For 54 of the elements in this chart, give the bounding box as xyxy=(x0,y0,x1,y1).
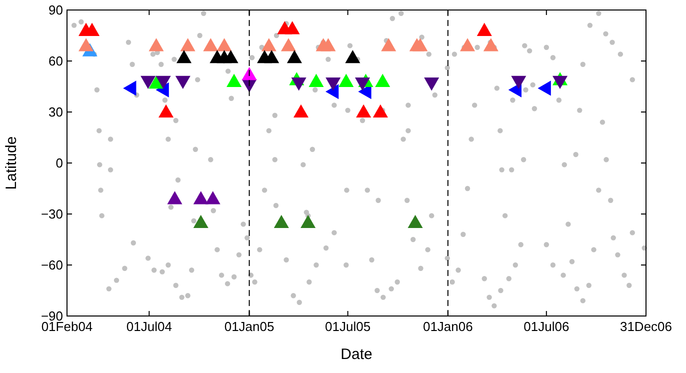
point xyxy=(176,50,192,64)
point xyxy=(78,38,94,52)
point xyxy=(148,76,164,89)
point xyxy=(206,191,220,204)
point xyxy=(356,104,371,118)
point xyxy=(242,67,257,80)
point xyxy=(148,38,164,52)
point xyxy=(262,38,276,52)
x-tick-label: 01Jul05 xyxy=(325,319,371,334)
point xyxy=(538,80,551,96)
x-tick-label: 01Jul06 xyxy=(524,319,570,334)
point xyxy=(460,38,475,52)
point xyxy=(194,215,208,228)
y-tick-label: −60 xyxy=(40,258,63,272)
point xyxy=(274,215,289,228)
point xyxy=(284,21,300,34)
point xyxy=(287,50,302,64)
point xyxy=(300,215,316,228)
y-tick-label: −30 xyxy=(40,206,63,222)
point xyxy=(412,38,428,52)
point xyxy=(264,50,279,64)
x-tick-label: 01Jan05 xyxy=(224,319,274,334)
y-axis-title: Latitude xyxy=(3,136,20,190)
point xyxy=(375,74,390,87)
point xyxy=(408,215,423,228)
point xyxy=(180,38,196,52)
y-tick-label: 0 xyxy=(56,156,63,170)
point xyxy=(123,80,136,96)
point xyxy=(226,74,242,87)
x-tick-label: 01Jan06 xyxy=(422,319,473,334)
point xyxy=(477,23,492,36)
x-tick-label: 01Jul04 xyxy=(126,319,172,334)
point xyxy=(216,38,232,52)
y-tick-label: −90 xyxy=(40,308,63,324)
point xyxy=(281,38,296,52)
point xyxy=(326,84,339,99)
point xyxy=(308,74,324,87)
y-tick-label: 30 xyxy=(48,104,63,120)
point xyxy=(223,50,238,64)
point xyxy=(320,38,336,52)
point xyxy=(158,104,174,118)
x-tick-label: 31Dec06 xyxy=(620,319,672,334)
point xyxy=(373,104,388,118)
y-tick-label: 60 xyxy=(48,54,63,68)
point xyxy=(294,104,308,118)
point xyxy=(381,38,396,52)
point xyxy=(203,38,218,52)
point xyxy=(338,74,354,87)
point xyxy=(167,191,182,204)
point xyxy=(345,50,360,64)
y-tick-label: 90 xyxy=(48,2,63,18)
x-axis-title: Date xyxy=(340,346,372,363)
point xyxy=(484,38,498,52)
point xyxy=(194,191,208,204)
